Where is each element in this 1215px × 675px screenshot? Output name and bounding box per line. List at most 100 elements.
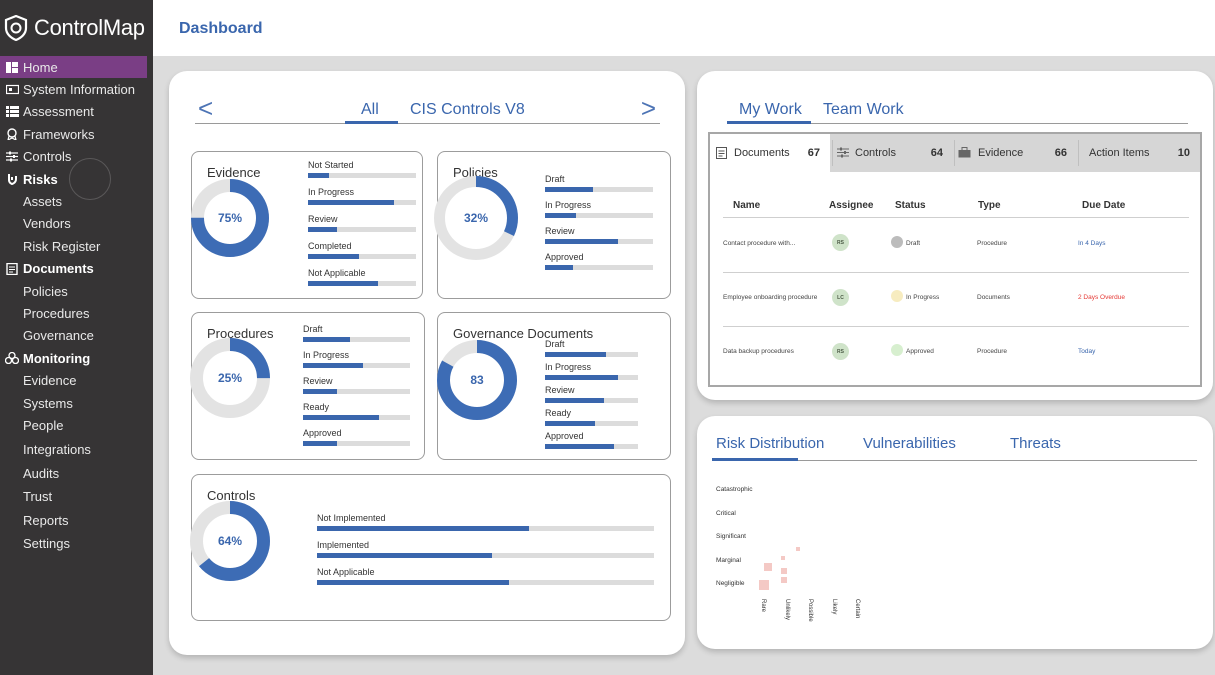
divider (1078, 140, 1079, 166)
progress-bar-row: In Progress (545, 200, 653, 220)
tab-team-work[interactable]: Team Work (823, 101, 904, 118)
impact-label: Negligible (716, 580, 745, 587)
sidebar-item-integrations[interactable]: Integrations (0, 439, 153, 461)
progress-bar-label: Completed (308, 241, 352, 251)
sidebar-item-system-information[interactable]: System Information (0, 78, 153, 100)
progress-bar-label: Draft (303, 324, 323, 334)
progress-bar-fill (303, 415, 379, 420)
donut-chart (191, 179, 269, 257)
column-header-status[interactable]: Status (895, 200, 926, 211)
donut-chart (437, 340, 517, 420)
tab-vulnerabilities[interactable]: Vulnerabilities (863, 435, 956, 452)
sidebar-item-settings[interactable]: Settings (0, 532, 153, 554)
row-status: Draft (906, 240, 921, 247)
tab-all[interactable]: All (361, 101, 379, 118)
row-type: Documents (977, 294, 1010, 301)
row-status: Approved (906, 348, 934, 355)
progress-bar-track (303, 337, 410, 342)
shield-logo-icon (4, 14, 28, 42)
brand[interactable]: ControlMap (0, 0, 153, 56)
sidebar-item-policies[interactable]: Policies (0, 280, 153, 302)
count-tab-action-items[interactable]: Action Items 10 (1079, 134, 1200, 172)
sidebar-item-controls[interactable]: Controls (0, 146, 153, 168)
progress-bar-fill (545, 444, 614, 449)
progress-bar-fill (545, 375, 618, 380)
tab-my-work[interactable]: My Work (739, 101, 802, 118)
heatmap-cell (796, 547, 800, 551)
evidence-card[interactable]: Evidence 75% Not Started In Progress Review… (191, 151, 423, 299)
progress-bar-row: Approved (545, 252, 653, 272)
donut-chart (190, 338, 270, 418)
count-tab-evidence[interactable]: Evidence 66 (955, 134, 1077, 172)
count-tab-value: 66 (1054, 147, 1067, 159)
divider (832, 140, 833, 166)
procedures-card[interactable]: Procedures 25% Draft In Progress Review Read… (190, 312, 425, 460)
sidebar-item-trust[interactable]: Trust (0, 485, 153, 507)
sidebar-item-governance[interactable]: Governance (0, 325, 153, 347)
prev-arrow-icon[interactable]: < (198, 93, 214, 123)
donut-chart (434, 176, 518, 260)
progress-bar-track (545, 398, 638, 403)
sidebar-item-label: Risk Register (23, 238, 101, 254)
documents-icon (5, 262, 19, 275)
progress-bar-fill (303, 337, 351, 342)
sidebar-item-evidence[interactable]: Evidence (0, 369, 153, 391)
sidebar-item-reports[interactable]: Reports (0, 509, 153, 531)
tab-threats[interactable]: Threats (1010, 435, 1061, 452)
donut-arc (434, 176, 518, 260)
column-header-due-date[interactable]: Due Date (1082, 200, 1126, 211)
likelihood-label: Rare (760, 599, 766, 613)
progress-bar-track (308, 227, 416, 232)
sidebar-item-label: Monitoring (23, 350, 91, 366)
row-divider (723, 326, 1189, 327)
sidebar-item-vendors[interactable]: Vendors (0, 213, 153, 235)
heatmap-cell (764, 563, 772, 571)
row-name: Contact procedure with... (723, 240, 796, 247)
row-due-date: 2 Days Overdue (1078, 294, 1125, 301)
governance-documents-card[interactable]: Governance Documents 83 Draft In Progress R… (437, 312, 671, 460)
count-tab-controls[interactable]: Controls 64 (833, 134, 953, 172)
progress-bar-label: Approved (303, 428, 342, 438)
donut-arc (190, 338, 270, 418)
sidebar-item-assessment[interactable]: Assessment (0, 101, 153, 123)
heatmap-cell (781, 568, 787, 574)
tab-risk-distribution[interactable]: Risk Distribution (716, 435, 825, 452)
tab-divider (712, 460, 1197, 461)
sidebar-item-label: Home (23, 59, 58, 75)
assessment-icon (5, 106, 19, 118)
controls-icon (5, 151, 19, 163)
progress-bar-row: Implemented (317, 540, 654, 560)
column-header-type[interactable]: Type (978, 200, 1001, 211)
progress-bar-row: Not Implemented (317, 513, 654, 533)
policies-card[interactable]: Policies 32% Draft In Progress Review Approv… (434, 151, 671, 299)
sidebar-item-assets[interactable]: Assets (0, 190, 153, 212)
progress-bar-track (303, 441, 410, 446)
sidebar-item-documents[interactable]: Documents (0, 258, 153, 280)
row-due-date: Today (1078, 348, 1096, 355)
sidebar-item-home[interactable]: Home (0, 56, 147, 79)
next-arrow-icon[interactable]: > (640, 93, 656, 123)
sidebar-item-frameworks[interactable]: Frameworks (0, 123, 153, 145)
document-icon (716, 147, 728, 159)
progress-bar-label: Not Started (308, 160, 354, 170)
sidebar-item-monitoring[interactable]: Monitoring (0, 347, 153, 369)
controls-card[interactable]: Controls 64% Not Implemented Implemented No… (190, 474, 671, 621)
tab-cis-controls[interactable]: CIS Controls V8 (410, 101, 525, 118)
progress-bar-row: Not Applicable (317, 567, 654, 587)
card-title: Governance Documents (453, 326, 594, 341)
sidebar-item-risks[interactable]: Risks (0, 168, 153, 190)
progress-bar-fill (317, 580, 510, 585)
likelihood-label: Unlikely (784, 599, 790, 621)
sidebar-item-audits[interactable]: Audits (0, 462, 153, 484)
sidebar-item-people[interactable]: People (0, 414, 153, 436)
sidebar-item-procedures[interactable]: Procedures (0, 302, 153, 324)
sidebar-item-systems[interactable]: Systems (0, 392, 153, 414)
count-tab-documents[interactable]: Documents 67 (710, 134, 830, 172)
progress-bar-label: In Progress (308, 187, 355, 197)
sidebar-item-risk-register[interactable]: Risk Register (0, 235, 153, 257)
column-header-assignee[interactable]: Assignee (829, 200, 874, 211)
work-tabs: My Work Team Work (727, 99, 1188, 125)
column-header-name[interactable]: Name (733, 200, 761, 211)
sidebar-item-label: Documents (23, 261, 94, 277)
progress-bar-row: In Progress (308, 187, 416, 207)
